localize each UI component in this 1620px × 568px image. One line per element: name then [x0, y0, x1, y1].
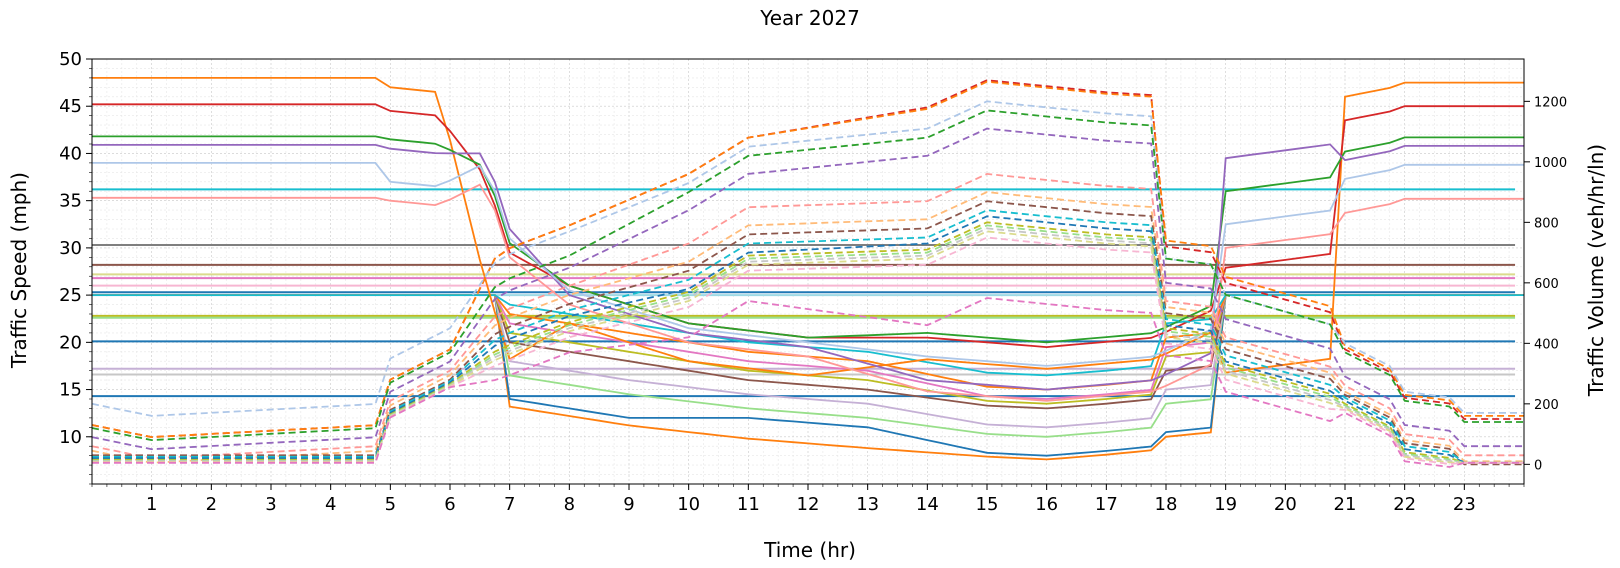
x-tick-label: 17 — [1095, 494, 1118, 515]
volume-line — [92, 200, 1524, 466]
volume-line — [91, 172, 1524, 460]
x-tick-label: 16 — [1035, 494, 1058, 515]
speed-line-varying — [92, 77, 1524, 377]
y2-tick-label: 800 — [1534, 216, 1559, 231]
speed-line-varying — [92, 143, 1524, 391]
series-layer — [91, 77, 1524, 468]
y2-tick-label: 600 — [1534, 277, 1559, 292]
y-tick-label: 50 — [59, 49, 82, 70]
x-tick-label: 3 — [265, 494, 276, 515]
x-tick-label: 7 — [504, 494, 515, 515]
x-tick-label: 4 — [325, 494, 336, 515]
y2-tick-label: 1000 — [1534, 156, 1567, 171]
speed-line-varying — [92, 162, 1524, 367]
y2-axis-label: Traffic Volume (veh/hr/ln) — [1584, 144, 1608, 397]
x-tick-label: 10 — [677, 494, 700, 515]
volume-line — [91, 100, 1524, 417]
volume-line — [91, 79, 1524, 439]
volume-line — [91, 80, 1524, 439]
y-tick-label: 25 — [59, 285, 82, 306]
y2-tick-label: 400 — [1534, 337, 1559, 352]
volume-line — [92, 297, 1524, 468]
y-tick-label: 35 — [59, 191, 82, 212]
volume-line — [92, 209, 1524, 464]
volume-line — [92, 227, 1524, 464]
y2-tick-label: 0 — [1534, 458, 1542, 473]
x-tick-label: 11 — [737, 494, 760, 515]
x-tick-label: 22 — [1393, 494, 1416, 515]
volume-line — [92, 224, 1524, 464]
y-tick-label: 40 — [59, 143, 82, 164]
volume-line — [91, 127, 1524, 451]
x-tick-label: 18 — [1155, 494, 1178, 515]
x-tick-label: 14 — [916, 494, 939, 515]
y-tick-label: 10 — [59, 427, 82, 448]
y2-tick-label: 200 — [1534, 398, 1559, 413]
y-tick-label: 30 — [59, 238, 82, 259]
x-tick-label: 2 — [206, 494, 217, 515]
x-axis-label: Time (hr) — [763, 538, 856, 562]
speed-line-varying — [92, 135, 1524, 344]
volume-line — [92, 230, 1524, 464]
y2-tick-label: 1200 — [1534, 95, 1567, 110]
x-tick-label: 15 — [976, 494, 999, 515]
x-tick-label: 20 — [1274, 494, 1297, 515]
chart-title: Year 2027 — [759, 6, 860, 30]
x-tick-label: 13 — [856, 494, 879, 515]
y-axis-label: Traffic Speed (mph) — [7, 172, 31, 369]
x-tick-label: 1 — [146, 494, 157, 515]
volume-line — [91, 109, 1524, 442]
y-tick-label: 15 — [59, 380, 82, 401]
x-tick-label: 9 — [623, 494, 634, 515]
axis-layer: 1 2 3 4 5 6 7 8 9 10 11 12 13 14 15 16 17 18 19 20 21 22 23101… — [59, 49, 1567, 515]
x-tick-label: 19 — [1214, 494, 1237, 515]
y-tick-label: 45 — [59, 96, 82, 117]
x-tick-label: 21 — [1334, 494, 1357, 515]
speed-line-varying — [92, 183, 1524, 402]
x-tick-label: 8 — [564, 494, 575, 515]
x-tick-label: 5 — [385, 494, 396, 515]
y-tick-label: 20 — [59, 332, 82, 353]
grid-lines — [91, 58, 1525, 485]
x-tick-label: 12 — [797, 494, 820, 515]
volume-line — [91, 191, 1524, 464]
x-tick-label: 23 — [1453, 494, 1476, 515]
volume-line — [92, 221, 1524, 464]
x-tick-label: 6 — [444, 494, 455, 515]
